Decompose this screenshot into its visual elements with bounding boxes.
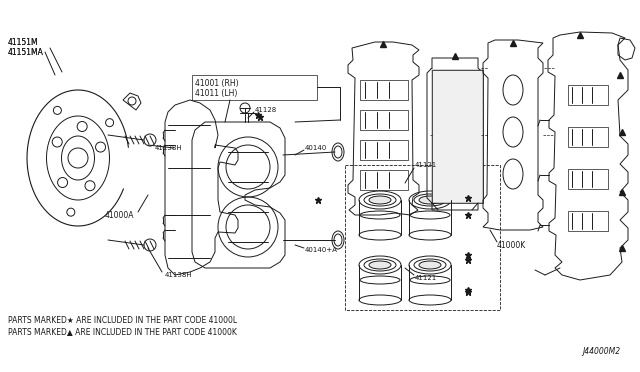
- Text: 41121: 41121: [415, 275, 437, 281]
- Bar: [432, 70, 483, 203]
- Text: 41011 (LH): 41011 (LH): [195, 89, 237, 97]
- Text: 41151M: 41151M: [8, 38, 38, 46]
- Ellipse shape: [369, 196, 391, 204]
- Text: 41138H: 41138H: [155, 145, 182, 151]
- Bar: [345, 165, 500, 310]
- Bar: [568, 211, 608, 231]
- Text: 41121: 41121: [415, 162, 437, 168]
- Text: J44000M2: J44000M2: [582, 347, 620, 356]
- Ellipse shape: [419, 261, 441, 269]
- Circle shape: [240, 103, 250, 113]
- Bar: [360, 140, 408, 160]
- Text: PARTS MARKED▲ ARE INCLUDED IN THE PART CODE 41000K: PARTS MARKED▲ ARE INCLUDED IN THE PART C…: [8, 327, 237, 337]
- Text: 41138H: 41138H: [165, 272, 193, 278]
- Text: 41151MA: 41151MA: [8, 48, 44, 57]
- Bar: [432, 70, 483, 203]
- Ellipse shape: [369, 261, 391, 269]
- Text: 41000A: 41000A: [105, 211, 134, 219]
- Bar: [568, 169, 608, 189]
- Bar: [360, 80, 408, 100]
- Bar: [360, 110, 408, 130]
- Text: 41151MA: 41151MA: [8, 48, 44, 57]
- Bar: [192, 75, 317, 100]
- Text: 41001 (RH): 41001 (RH): [195, 78, 239, 87]
- Bar: [568, 127, 608, 147]
- Text: 41000K: 41000K: [497, 241, 526, 250]
- Text: 41151M: 41151M: [8, 38, 38, 46]
- Text: 40140+A: 40140+A: [305, 247, 338, 253]
- Text: 41128: 41128: [255, 107, 277, 113]
- Bar: [360, 170, 408, 190]
- Ellipse shape: [419, 196, 441, 204]
- Text: PARTS MARKED★ ARE INCLUDED IN THE PART CODE 41000L: PARTS MARKED★ ARE INCLUDED IN THE PART C…: [8, 315, 237, 324]
- Bar: [568, 85, 608, 105]
- Text: 40140: 40140: [305, 145, 327, 151]
